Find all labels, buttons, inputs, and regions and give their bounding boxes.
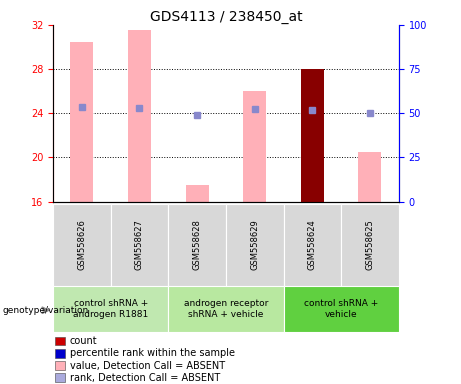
Bar xyxy=(301,69,324,202)
Bar xyxy=(185,185,208,202)
Text: GSM558626: GSM558626 xyxy=(77,219,86,270)
Bar xyxy=(284,286,399,332)
Text: value, Detection Call = ABSENT: value, Detection Call = ABSENT xyxy=(70,361,225,371)
Bar xyxy=(55,349,65,358)
Text: GSM558629: GSM558629 xyxy=(250,219,259,270)
Bar xyxy=(226,204,284,286)
Bar xyxy=(168,204,226,286)
Bar xyxy=(55,361,65,370)
Bar xyxy=(243,91,266,202)
Text: count: count xyxy=(70,336,97,346)
Text: rank, Detection Call = ABSENT: rank, Detection Call = ABSENT xyxy=(70,373,220,383)
Bar xyxy=(341,204,399,286)
Text: genotype/variation: genotype/variation xyxy=(2,306,89,315)
Bar xyxy=(53,204,111,286)
Bar xyxy=(358,152,381,202)
Bar xyxy=(284,204,341,286)
Text: GSM558624: GSM558624 xyxy=(308,219,317,270)
Text: control shRNA +
androgen R1881: control shRNA + androgen R1881 xyxy=(73,300,148,319)
Bar xyxy=(53,286,168,332)
Bar xyxy=(128,30,151,202)
Text: GDS4113 / 238450_at: GDS4113 / 238450_at xyxy=(149,10,302,23)
Bar xyxy=(168,286,284,332)
Bar xyxy=(70,41,93,202)
Bar xyxy=(301,69,324,202)
Bar xyxy=(55,373,65,382)
Text: percentile rank within the sample: percentile rank within the sample xyxy=(70,348,235,358)
Text: GSM558628: GSM558628 xyxy=(193,219,201,270)
Bar xyxy=(111,204,168,286)
Bar xyxy=(55,336,65,346)
Text: androgen receptor
shRNA + vehicle: androgen receptor shRNA + vehicle xyxy=(183,300,268,319)
Text: GSM558627: GSM558627 xyxy=(135,219,144,270)
Text: GSM558625: GSM558625 xyxy=(366,219,374,270)
Text: control shRNA +
vehicle: control shRNA + vehicle xyxy=(304,300,378,319)
